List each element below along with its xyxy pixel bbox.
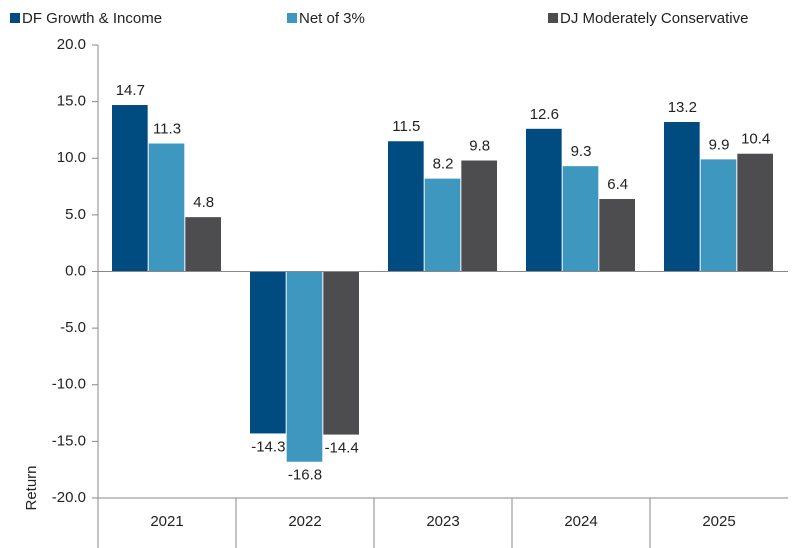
data-label: 6.4	[607, 176, 628, 193]
data-label: 11.5	[392, 118, 420, 135]
legend-label: Net of 3%	[299, 10, 365, 27]
y-tick-label: 5.0	[65, 206, 86, 223]
bar	[526, 128, 562, 272]
bar	[700, 159, 737, 272]
bar	[286, 271, 323, 462]
bar	[461, 160, 497, 272]
y-tick-label: -15.0	[52, 432, 86, 449]
data-label: -14.3	[251, 438, 285, 455]
legend-label: DJ Moderately Conservative	[560, 10, 748, 27]
y-tick-label: 0.0	[65, 262, 86, 279]
data-label: 9.3	[571, 143, 592, 160]
bar	[562, 166, 599, 272]
data-label: 12.6	[530, 106, 559, 123]
data-label: 9.9	[709, 136, 730, 153]
data-label: -16.8	[288, 467, 322, 484]
data-label: 9.8	[469, 137, 490, 154]
bar	[112, 105, 148, 272]
bar	[599, 199, 635, 272]
data-label: 10.4	[741, 131, 770, 148]
bar	[323, 271, 359, 435]
legend-swatch	[10, 13, 20, 23]
bar	[737, 153, 773, 272]
x-tick-label: 2025	[702, 513, 735, 530]
bar	[664, 122, 700, 272]
data-label: 14.7	[116, 82, 145, 99]
bar	[148, 143, 185, 272]
y-tick-label: -10.0	[52, 376, 86, 393]
y-tick-label: 15.0	[57, 93, 86, 110]
y-tick-label: 20.0	[57, 36, 86, 53]
legend-swatch	[548, 13, 558, 23]
x-tick-label: 2024	[564, 513, 597, 530]
x-tick-label: 2021	[150, 513, 183, 530]
x-tick-label: 2023	[426, 513, 459, 530]
y-tick-label: 10.0	[57, 149, 86, 166]
bar	[424, 178, 461, 272]
data-label: 8.2	[433, 156, 454, 173]
x-tick-label: 2022	[288, 513, 321, 530]
y-axis-label: Return	[23, 465, 40, 510]
data-label: 4.8	[193, 194, 214, 211]
bar	[185, 217, 221, 272]
data-label: -14.4	[325, 440, 359, 457]
bar	[250, 271, 286, 434]
y-tick-label: -5.0	[60, 319, 86, 336]
legend-label: DF Growth & Income	[22, 10, 162, 27]
y-tick-label: -20.0	[52, 489, 86, 506]
data-label: 13.2	[668, 99, 697, 116]
data-label: 11.3	[153, 120, 181, 137]
legend-swatch	[287, 13, 297, 23]
bar	[388, 141, 424, 272]
